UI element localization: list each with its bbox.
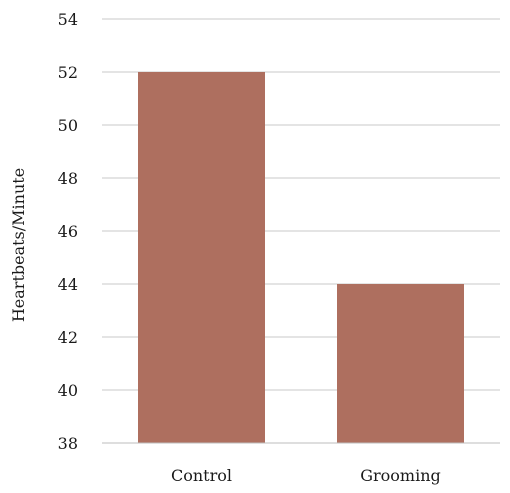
y-tick-label: 42 bbox=[58, 328, 78, 347]
y-tick-label: 44 bbox=[58, 275, 78, 294]
bar-grooming bbox=[337, 284, 464, 443]
y-axis-title: Heartbeats/Minute bbox=[9, 168, 28, 322]
y-tick-label: 46 bbox=[58, 222, 78, 241]
y-tick-label: 52 bbox=[58, 63, 78, 82]
y-tick-label: 54 bbox=[58, 10, 78, 29]
y-tick-label: 48 bbox=[58, 169, 78, 188]
y-tick-labels: 38 40 42 44 46 48 50 52 54 bbox=[58, 10, 78, 453]
x-category-labels: Control Grooming bbox=[171, 466, 441, 485]
y-tick-label: 50 bbox=[58, 116, 78, 135]
x-category-label: Grooming bbox=[360, 466, 441, 485]
x-category-label: Control bbox=[171, 466, 232, 485]
bar-control bbox=[138, 72, 265, 443]
bars bbox=[138, 72, 464, 443]
y-tick-label: 40 bbox=[58, 381, 78, 400]
y-tick-label: 38 bbox=[58, 434, 78, 453]
